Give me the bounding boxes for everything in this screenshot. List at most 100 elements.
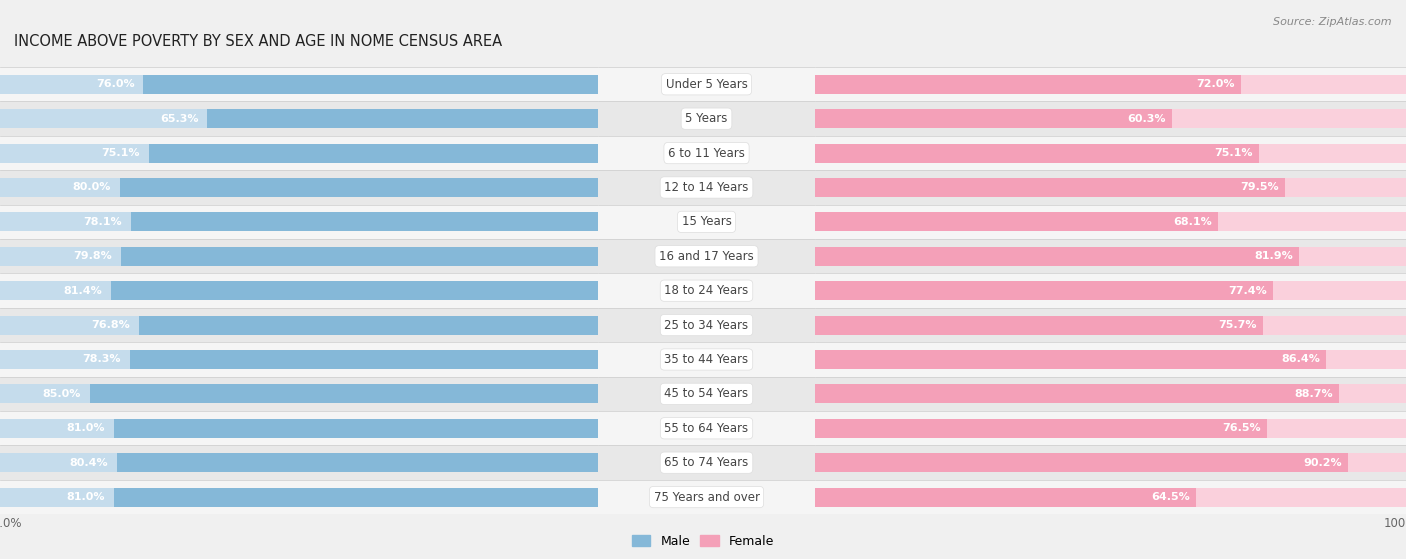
Text: 86.4%: 86.4% (1281, 354, 1320, 364)
Text: 64.5%: 64.5% (1152, 492, 1191, 502)
Bar (598, 446, 815, 480)
Bar (815, 136, 1406, 170)
Text: 12 to 14 Years: 12 to 14 Years (664, 181, 749, 194)
Text: INCOME ABOVE POVERTY BY SEX AND AGE IN NOME CENSUS AREA: INCOME ABOVE POVERTY BY SEX AND AGE IN N… (14, 34, 502, 49)
Text: Source: ZipAtlas.com: Source: ZipAtlas.com (1274, 17, 1392, 27)
Text: 65.3%: 65.3% (160, 113, 198, 124)
Bar (815, 385, 1340, 404)
Bar (815, 247, 1406, 266)
Bar (591, 205, 598, 239)
Bar (598, 377, 935, 411)
Bar (598, 446, 970, 480)
Bar (815, 480, 1406, 514)
Bar (815, 453, 1348, 472)
Text: 16 and 17 Years: 16 and 17 Years (659, 250, 754, 263)
Text: 65 to 74 Years: 65 to 74 Years (665, 456, 748, 469)
Bar (598, 480, 815, 514)
Text: 75.1%: 75.1% (1215, 148, 1253, 158)
Bar (815, 178, 1406, 197)
Bar (815, 273, 1406, 308)
Bar (815, 385, 1406, 404)
Bar (815, 247, 1299, 266)
Bar (598, 239, 876, 273)
Bar (815, 419, 1267, 438)
Text: 81.4%: 81.4% (63, 286, 103, 296)
Text: 78.3%: 78.3% (82, 354, 121, 364)
Text: Under 5 Years: Under 5 Years (665, 78, 748, 91)
Bar (598, 308, 904, 342)
Bar (815, 308, 1406, 342)
Bar (0, 446, 598, 480)
Bar (815, 170, 823, 205)
Bar (0, 487, 598, 506)
Bar (815, 109, 1406, 128)
Bar (815, 377, 1406, 411)
Bar (815, 75, 1240, 94)
Bar (598, 377, 815, 411)
Bar (815, 212, 1218, 231)
Text: 60.3%: 60.3% (1128, 113, 1166, 124)
Bar (0, 136, 598, 170)
Text: 76.8%: 76.8% (91, 320, 129, 330)
Bar (90, 385, 598, 404)
Text: 80.4%: 80.4% (69, 458, 108, 468)
Bar (0, 308, 598, 342)
Bar (815, 316, 1263, 334)
Bar (815, 144, 1258, 163)
Bar (143, 75, 598, 94)
Bar (598, 273, 890, 308)
Bar (598, 170, 849, 205)
Bar (815, 67, 1406, 102)
Bar (131, 212, 598, 231)
Bar (598, 342, 920, 377)
Bar (815, 342, 824, 377)
Text: 81.0%: 81.0% (66, 492, 104, 502)
Text: 85.0%: 85.0% (42, 389, 80, 399)
Bar (815, 411, 825, 446)
Bar (815, 446, 1406, 480)
Text: 88.7%: 88.7% (1295, 389, 1333, 399)
Text: 77.4%: 77.4% (1227, 286, 1267, 296)
Bar (815, 281, 1272, 300)
Bar (0, 480, 598, 514)
Bar (591, 136, 598, 170)
Text: 75.1%: 75.1% (101, 148, 139, 158)
Bar (0, 239, 598, 273)
Bar (815, 342, 1406, 377)
Bar (815, 273, 824, 308)
Legend: Male, Female: Male, Female (627, 530, 779, 553)
Bar (139, 316, 598, 334)
Bar (592, 102, 598, 136)
Bar (589, 308, 598, 342)
Bar (589, 342, 598, 377)
Bar (149, 144, 598, 163)
Bar (588, 377, 598, 411)
Bar (815, 308, 824, 342)
Text: 81.9%: 81.9% (1254, 252, 1294, 261)
Text: 45 to 54 Years: 45 to 54 Years (665, 387, 748, 400)
Bar (111, 281, 598, 300)
Text: 25 to 34 Years: 25 to 34 Years (665, 319, 748, 331)
Text: 35 to 44 Years: 35 to 44 Years (665, 353, 748, 366)
Bar (598, 170, 815, 205)
Bar (815, 453, 1406, 472)
Bar (598, 308, 815, 342)
Bar (0, 109, 598, 128)
Bar (598, 102, 827, 136)
Text: 5 Years: 5 Years (685, 112, 728, 125)
Bar (598, 411, 815, 446)
Bar (815, 316, 1406, 334)
Bar (815, 102, 821, 136)
Bar (815, 136, 823, 170)
Bar (0, 212, 598, 231)
Bar (815, 205, 823, 239)
Bar (588, 446, 598, 480)
Bar (815, 170, 1406, 205)
Bar (592, 67, 598, 102)
Bar (598, 239, 815, 273)
Text: 18 to 24 Years: 18 to 24 Years (665, 284, 748, 297)
Bar (0, 377, 598, 411)
Text: 79.5%: 79.5% (1240, 182, 1279, 192)
Bar (0, 247, 598, 266)
Text: 81.0%: 81.0% (66, 423, 104, 433)
